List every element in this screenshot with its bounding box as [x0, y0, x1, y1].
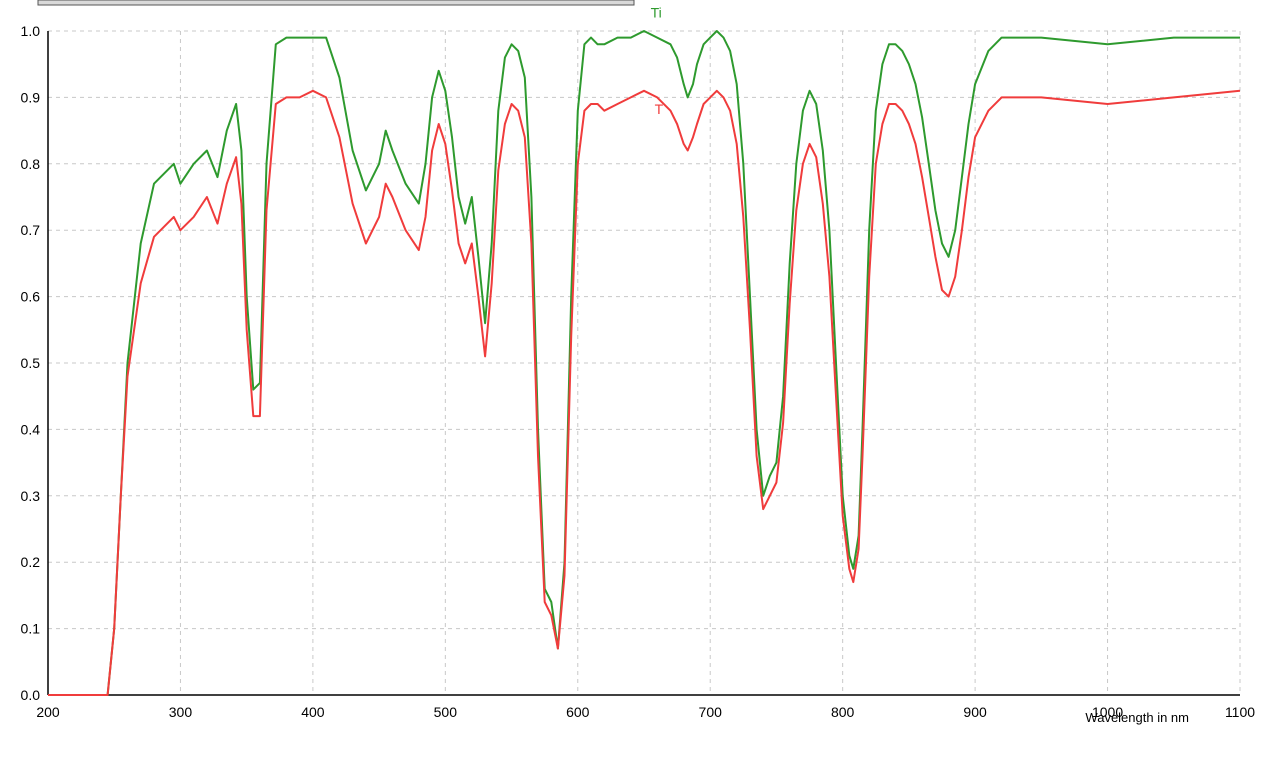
x-tick-label: 500	[434, 704, 458, 720]
y-tick-label: 0.8	[21, 156, 41, 172]
x-tick-label: 1100	[1225, 704, 1255, 720]
x-tick-labels: 200 300 400 500 600 700 800 900 1000 1100	[36, 704, 1255, 720]
axes	[47, 31, 1240, 696]
y-tick-label: 0.2	[21, 554, 41, 570]
x-tick-label: 400	[301, 704, 325, 720]
y-tick-label: 0.9	[21, 89, 41, 105]
x-tick-label: 600	[566, 704, 590, 720]
y-tick-labels: 0.0 0.1 0.2 0.3 0.4 0.5 0.6 0.7 0.8 0.9 1.0	[21, 23, 41, 703]
y-tick-label: 0.4	[21, 421, 41, 437]
x-tick-label: 1000	[1092, 704, 1123, 720]
top-toolbar-strip	[37, 0, 635, 6]
y-tick-label: 0.1	[21, 621, 41, 637]
y-tick-label: 0.3	[21, 488, 41, 504]
x-tick-label: 900	[963, 704, 987, 720]
x-tick-label: 200	[36, 704, 60, 720]
x-tick-label: 700	[699, 704, 723, 720]
y-tick-label: 1.0	[21, 23, 41, 39]
x-axis-title: Wavelength in nm	[1085, 710, 1189, 725]
y-tick-label: 0.5	[21, 355, 41, 371]
x-tick-label: 800	[831, 704, 855, 720]
y-tick-label: 0.7	[21, 222, 41, 238]
series-line-ti	[48, 30, 1240, 696]
series-label-t: T	[655, 101, 664, 117]
x-tick-label: 300	[169, 704, 193, 720]
y-tick-label: 0.6	[21, 289, 41, 305]
series-label-ti: Ti	[651, 5, 662, 21]
series-line-t	[48, 89, 1241, 696]
y-tick-label: 0.0	[21, 687, 41, 703]
series-labels: Ti T	[651, 5, 664, 117]
series-lines	[48, 30, 1241, 696]
